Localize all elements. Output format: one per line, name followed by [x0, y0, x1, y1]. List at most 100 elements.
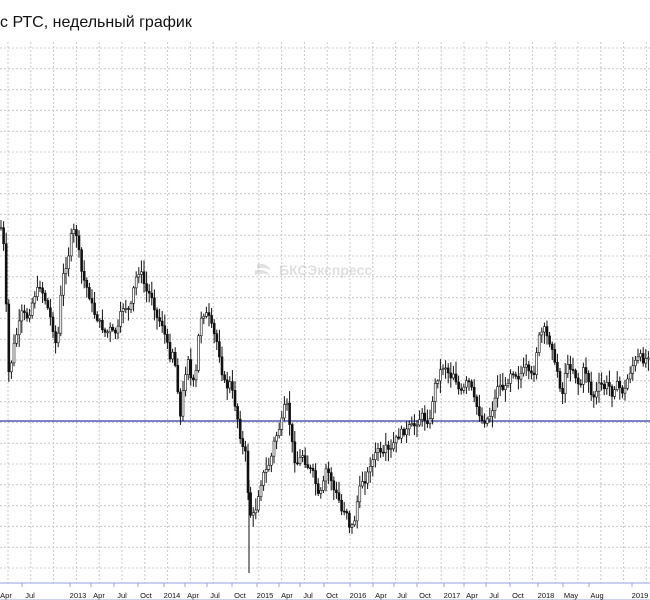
candle-body	[316, 483, 320, 494]
candle-body	[623, 387, 627, 394]
candle-body	[54, 331, 57, 344]
candle-body	[589, 381, 593, 396]
candle-body	[558, 371, 562, 389]
candle-body	[639, 353, 642, 358]
candle-body	[93, 302, 96, 315]
candle-body	[465, 380, 468, 388]
candle-body	[574, 370, 577, 379]
candle-body	[348, 512, 351, 528]
watermark: БКСЭкспресс	[253, 262, 372, 278]
candle-body	[38, 287, 42, 289]
candle	[202, 313, 206, 325]
candle	[173, 347, 177, 368]
candle	[517, 366, 520, 390]
candle-body	[582, 367, 585, 385]
candle	[140, 260, 143, 284]
candle-body	[337, 492, 341, 501]
candle	[576, 372, 580, 395]
candle	[251, 507, 255, 527]
candle-body	[103, 329, 107, 333]
candle-body	[605, 382, 609, 390]
candle-body	[324, 468, 328, 482]
candle-body	[363, 481, 367, 484]
candle-body	[179, 391, 182, 417]
candle	[231, 370, 234, 399]
candle-body	[389, 448, 393, 451]
candle	[33, 291, 37, 309]
candle-body	[350, 524, 354, 528]
candle	[553, 343, 557, 366]
candle	[470, 379, 473, 391]
candle-body	[366, 471, 369, 484]
x-tick-label: 2018	[538, 591, 555, 600]
candle	[342, 501, 346, 516]
candle	[56, 326, 60, 348]
candle-body	[454, 373, 458, 383]
candle-body	[595, 390, 598, 398]
candle	[631, 356, 635, 381]
candle-body	[379, 448, 382, 453]
candle	[584, 357, 588, 383]
candle-body	[428, 418, 432, 425]
candle	[142, 260, 146, 293]
candle-body	[353, 520, 356, 526]
candle-body	[647, 357, 650, 360]
candle	[264, 457, 268, 483]
candle-body	[400, 428, 403, 439]
candle-body	[517, 376, 520, 380]
candle-body	[275, 435, 278, 442]
candle	[192, 374, 195, 387]
candle-body	[309, 467, 312, 469]
candle-body	[631, 365, 635, 374]
candle	[449, 362, 453, 388]
candle-body	[296, 462, 299, 465]
candle-body	[210, 315, 213, 324]
candle	[454, 361, 458, 385]
candle-body	[475, 396, 479, 408]
candle	[171, 348, 174, 363]
candle-body	[335, 489, 338, 493]
candle-body	[381, 451, 385, 454]
x-tick-label: Jul	[25, 591, 35, 600]
candle	[168, 333, 172, 363]
x-tick-label: Apr	[281, 591, 293, 600]
candle-body	[431, 401, 434, 419]
candle-body	[285, 402, 289, 405]
candle-body	[56, 332, 60, 344]
candle	[303, 447, 307, 468]
x-tick-label: May	[564, 591, 578, 600]
candle-body	[407, 424, 411, 430]
candle	[290, 422, 294, 453]
candle-body	[384, 444, 388, 453]
candle	[186, 355, 190, 381]
candle-body	[488, 416, 492, 420]
candle-body	[88, 287, 91, 299]
candle	[574, 368, 577, 384]
candle	[49, 298, 52, 326]
x-tick-label: Jul	[303, 591, 313, 600]
candle	[397, 428, 401, 440]
candle-body	[137, 274, 141, 278]
candle-body	[28, 314, 31, 319]
x-tick-label: Oct	[419, 591, 432, 600]
candle-body	[186, 359, 190, 375]
x-tick-label: 2013	[70, 591, 87, 600]
candle	[345, 508, 349, 520]
candle-body	[98, 319, 102, 322]
candle	[595, 381, 598, 405]
candle	[85, 277, 89, 298]
candle-body	[236, 406, 239, 420]
x-tick-label: Oct	[234, 591, 247, 600]
candle	[641, 347, 645, 367]
candle	[480, 407, 484, 424]
candle	[626, 374, 629, 391]
candle-body	[298, 457, 302, 464]
candle	[158, 308, 161, 327]
x-tick-label: Apr	[466, 591, 478, 600]
candle	[602, 379, 606, 396]
candle-body	[114, 329, 117, 334]
candle-body	[10, 362, 13, 373]
candle	[82, 260, 86, 289]
candle	[428, 409, 432, 429]
candle-body	[82, 271, 86, 281]
